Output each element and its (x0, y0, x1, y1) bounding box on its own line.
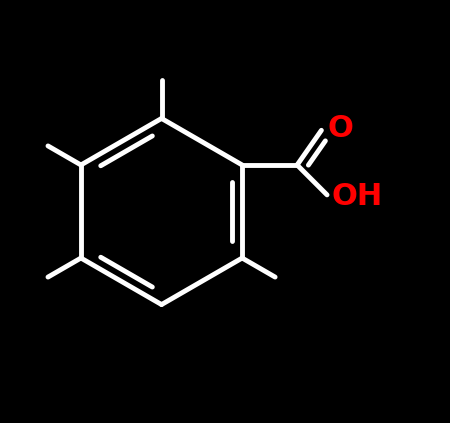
Text: OH: OH (331, 182, 382, 212)
Text: O: O (328, 114, 354, 143)
